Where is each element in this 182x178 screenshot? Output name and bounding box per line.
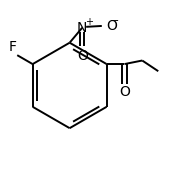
Text: O: O (106, 19, 117, 33)
Text: O: O (119, 85, 130, 99)
Text: N: N (77, 21, 87, 35)
Text: F: F (8, 40, 16, 54)
Text: O: O (77, 49, 88, 63)
Text: −: − (110, 17, 119, 27)
Text: +: + (85, 17, 93, 27)
